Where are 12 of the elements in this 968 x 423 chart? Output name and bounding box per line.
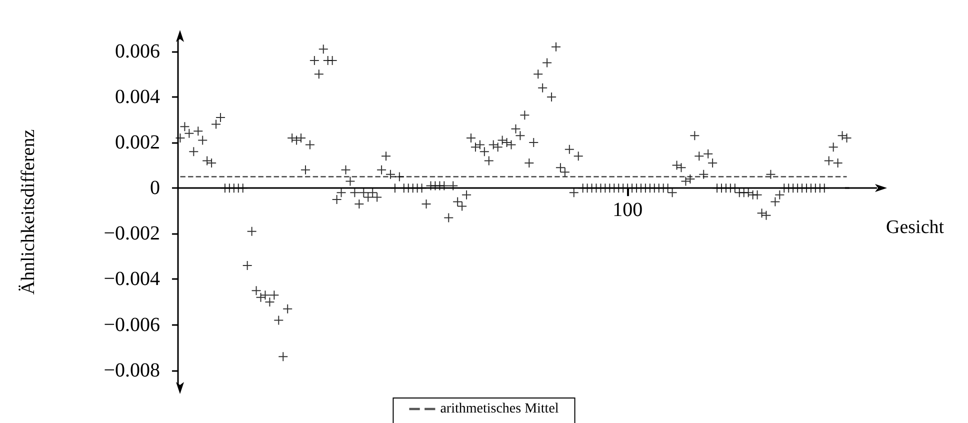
y-tick-label: −0.008 xyxy=(104,359,160,382)
y-tick-label: 0.002 xyxy=(115,132,160,154)
y-tick-label: 0 xyxy=(150,177,160,200)
y-tick-label: −0.006 xyxy=(104,314,160,336)
y-tick-label: −0.002 xyxy=(104,222,160,245)
y-tick-label: 0.006 xyxy=(115,40,160,62)
legend-label: arithmetisches Mittel xyxy=(440,402,559,416)
y-tick-label: 0.004 xyxy=(115,86,160,108)
y-axis-title: Ähnlichkeitsdifferenz xyxy=(18,129,39,295)
y-tick-label: −0.004 xyxy=(104,268,160,290)
x-tick-label: 100 xyxy=(612,199,643,222)
x-axis-title: Gesicht xyxy=(886,217,945,238)
